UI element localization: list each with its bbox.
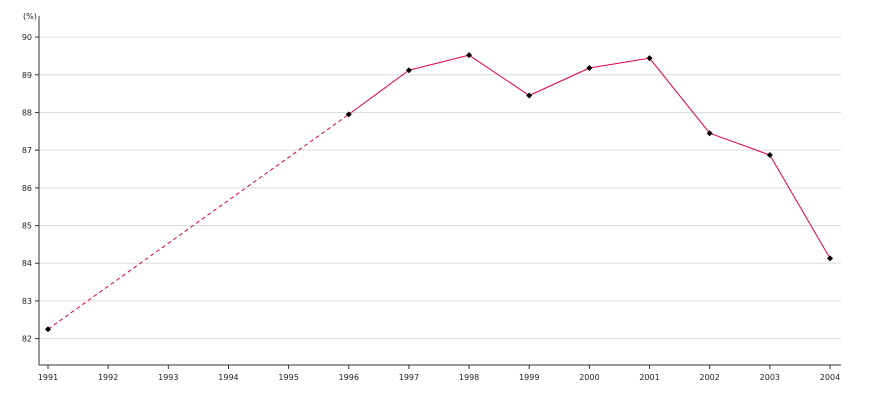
data-point-marker xyxy=(405,67,412,74)
data-point-marker xyxy=(706,130,713,137)
data-point-marker xyxy=(345,111,352,118)
series-segment xyxy=(468,54,530,96)
data-point-marker xyxy=(827,255,833,262)
y-tick-label: 87 xyxy=(22,146,32,155)
x-tick-label: 1995 xyxy=(278,373,298,382)
x-tick-label: 1992 xyxy=(98,373,118,382)
x-tick-label: 2000 xyxy=(579,373,599,382)
x-tick-label: 1998 xyxy=(459,373,479,382)
series-segment xyxy=(408,54,470,71)
grid-layer xyxy=(39,36,841,340)
y-axis-unit-label: (%) xyxy=(23,12,37,21)
y-tick-label: 83 xyxy=(22,297,32,306)
series-segment xyxy=(529,67,590,96)
series-segment xyxy=(709,132,771,156)
y-tick-label: 82 xyxy=(22,335,32,344)
x-tick-label: 1999 xyxy=(519,373,539,382)
series-segment-dashed xyxy=(47,113,350,330)
x-tick-label: 2002 xyxy=(700,373,720,382)
x-tick-label: 2001 xyxy=(639,373,659,382)
data-point-marker xyxy=(586,64,593,71)
x-tick-label: 1991 xyxy=(38,373,58,382)
data-point-marker xyxy=(766,152,773,159)
series-segment xyxy=(649,57,711,134)
axis-layer: 82 83 84 85 86 87 88 89 90 1991 1992 1993 1994 1995 19… xyxy=(22,16,841,382)
series-segment xyxy=(348,69,410,115)
y-tick-label: 90 xyxy=(22,33,32,42)
series-segment xyxy=(589,57,650,69)
data-point-marker xyxy=(526,92,533,99)
x-tick-label: 2004 xyxy=(820,373,840,382)
y-tick-label: 89 xyxy=(22,71,32,80)
x-tick-label: 1993 xyxy=(158,373,178,382)
y-tick-label: 85 xyxy=(22,222,32,231)
x-tick-label: 2003 xyxy=(760,373,780,382)
x-tick-label: 1996 xyxy=(339,373,359,382)
y-tick-label: 86 xyxy=(22,184,32,193)
series-segment xyxy=(769,154,831,259)
data-point-marker xyxy=(646,55,653,62)
y-tick-label: 84 xyxy=(22,259,32,268)
line-layer xyxy=(47,54,831,330)
y-tick-label: 88 xyxy=(22,108,32,117)
data-point-marker xyxy=(45,326,51,333)
marker-layer xyxy=(45,52,833,333)
x-tick-label: 1994 xyxy=(218,373,238,382)
data-point-marker xyxy=(466,52,473,59)
x-tick-label: 1997 xyxy=(399,373,419,382)
